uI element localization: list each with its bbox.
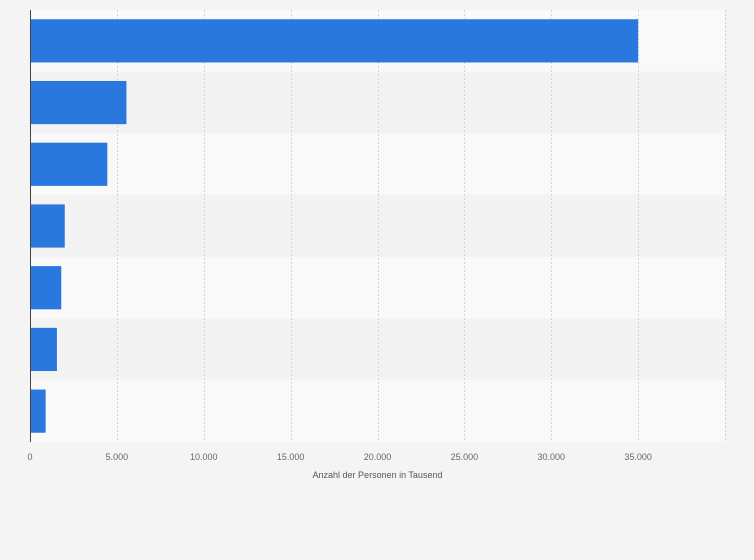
plot-band bbox=[30, 195, 725, 257]
plot-band bbox=[30, 256, 725, 319]
bar[interactable] bbox=[30, 266, 62, 310]
x-axis-ticks: 0 5.000 10.000 15.000 20.000 25.000 30.000 35.0… bbox=[27, 452, 651, 462]
bar[interactable] bbox=[30, 80, 127, 125]
bar[interactable] bbox=[30, 19, 639, 63]
x-tick-label: 0 bbox=[27, 452, 32, 462]
plot-band bbox=[30, 380, 725, 442]
x-tick-label: 30.000 bbox=[537, 452, 565, 462]
x-tick-label: 25.000 bbox=[451, 452, 479, 462]
x-tick-label: 10.000 bbox=[190, 452, 218, 462]
bar[interactable] bbox=[30, 327, 57, 372]
plot-band bbox=[30, 133, 725, 196]
bars bbox=[30, 19, 639, 433]
bar[interactable] bbox=[30, 204, 65, 248]
x-tick-label: 20.000 bbox=[364, 452, 392, 462]
plot-band bbox=[30, 71, 725, 134]
x-tick-label: 5.000 bbox=[106, 452, 129, 462]
plot-bands bbox=[30, 10, 725, 442]
x-axis-title: Anzahl der Personen in Tausend bbox=[313, 470, 443, 480]
bar[interactable] bbox=[30, 142, 108, 186]
plot-band bbox=[30, 318, 725, 381]
x-tick-label: 35.000 bbox=[624, 452, 652, 462]
x-tick-label: 15.000 bbox=[277, 452, 305, 462]
bar[interactable] bbox=[30, 389, 46, 433]
